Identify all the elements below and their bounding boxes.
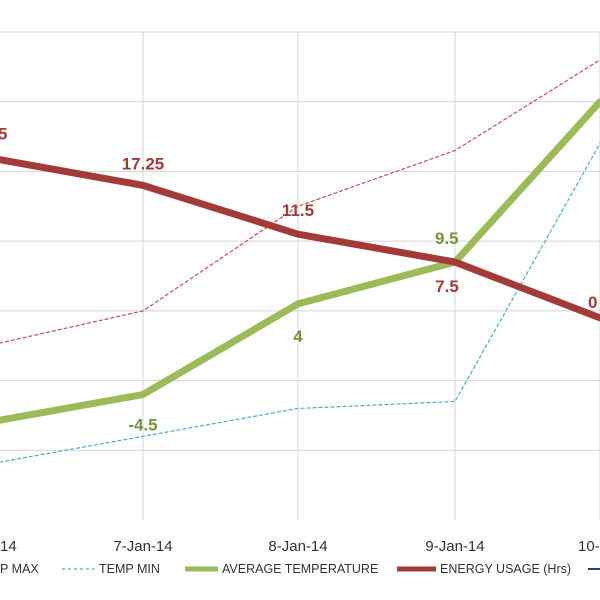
x-tick-label: 7-Jan-14 <box>113 538 172 555</box>
average-temperature-data-label: -4.5 <box>128 416 157 435</box>
legend: P MAX TEMP MIN AVERAGE TEMPERATURE ENERGY U… <box>0 562 600 576</box>
average-temperature-data-label: 9.5 <box>435 229 459 248</box>
legend-label: ENERGY USAGE (Hrs) <box>440 562 571 576</box>
average-temperature-data-label: 4 <box>293 327 303 346</box>
energy-usage-data-label: 0 <box>588 293 597 312</box>
legend-label: P MAX <box>0 562 39 576</box>
x-tick-label: 14 <box>0 538 17 555</box>
legend-label: AVERAGE TEMPERATURE <box>222 562 378 576</box>
series-line-energy-usage-hrs <box>0 156 600 322</box>
series-lines <box>0 59 600 463</box>
series-line-temp-min <box>0 142 600 463</box>
series-line-average-temperature <box>0 98 600 424</box>
x-tick-label: 9-Jan-14 <box>425 538 484 555</box>
gridlines <box>0 31 600 520</box>
energy-usage-data-label: 5 <box>0 124 7 143</box>
energy-usage-data-label: 7.5 <box>435 277 459 296</box>
x-axis-tick-labels: 14 7-Jan-14 8-Jan-14 9-Jan-14 10- <box>0 538 600 555</box>
energy-usage-data-label: 17.25 <box>122 154 165 173</box>
x-tick-label: 10- <box>578 538 600 555</box>
series-line-temp-max <box>0 59 600 344</box>
x-tick-label: 8-Jan-14 <box>268 538 327 555</box>
legend-label: TEMP MIN <box>99 562 160 576</box>
energy-usage-data-label: 11.5 <box>282 201 314 220</box>
